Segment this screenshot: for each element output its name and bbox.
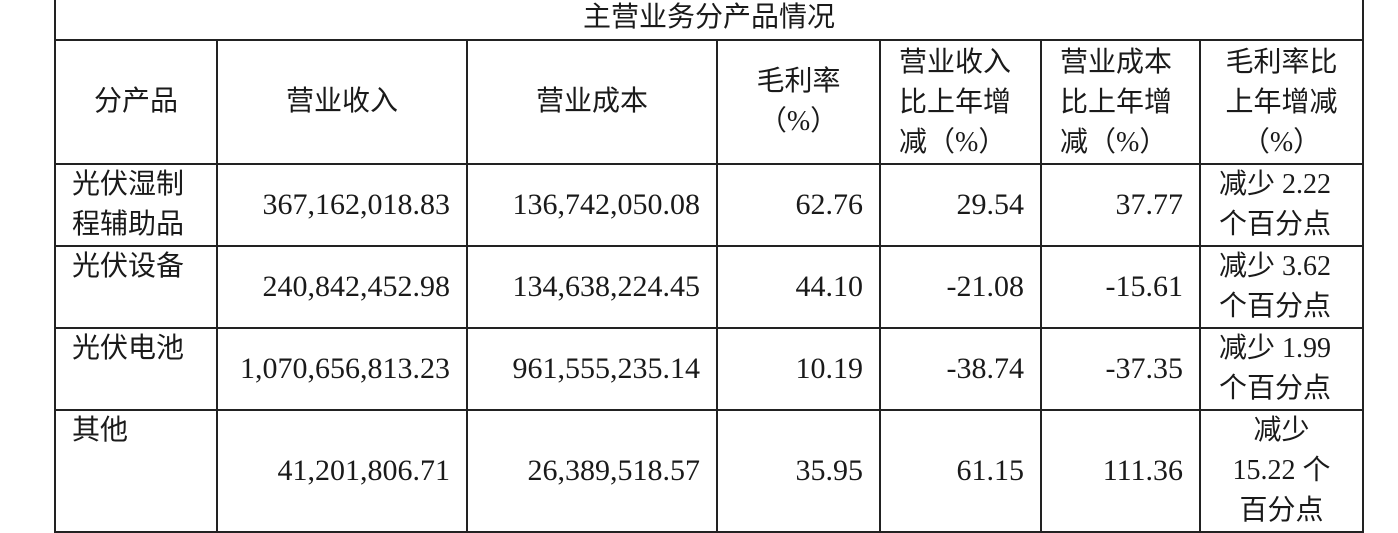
- product-name: 光伏电池: [54, 327, 218, 411]
- cost-cell: 136,742,050.08: [466, 163, 718, 247]
- header-cost: 营业成本: [466, 39, 718, 165]
- table-row: 光伏电池 1,070,656,813.23 961,555,235.14 10.…: [54, 327, 1365, 411]
- revenue-cell: 367,162,018.83: [216, 163, 468, 247]
- table-row: 其他 41,201,806.71 26,389,518.57 35.95 61.…: [54, 409, 1365, 533]
- margin-cell: 35.95: [716, 409, 881, 533]
- product-revenue-table: 主营业务分产品情况 分产品 营业收入 营业成本 毛利率（%） 营业收入比上年增减…: [53, 0, 1365, 533]
- revenue-change-cell: -21.08: [879, 245, 1042, 329]
- product-name: 其他: [54, 409, 218, 533]
- header-product: 分产品: [54, 39, 218, 165]
- cost-change-cell: 111.36: [1040, 409, 1201, 533]
- product-name: 光伏湿制程辅助品: [54, 163, 218, 247]
- margin-change-cell: 减少 3.62 个百分点: [1198, 245, 1365, 329]
- header-margin: 毛利率（%）: [716, 39, 881, 165]
- product-name: 光伏设备: [54, 245, 218, 329]
- cost-cell: 961,555,235.14: [466, 327, 718, 411]
- header-cost-change: 营业成本比上年增减（%）: [1040, 39, 1201, 165]
- cost-change-cell: 37.77: [1040, 163, 1201, 247]
- revenue-change-cell: 29.54: [879, 163, 1042, 247]
- margin-cell: 62.76: [716, 163, 881, 247]
- header-revenue: 营业收入: [216, 39, 468, 165]
- revenue-cell: 41,201,806.71: [216, 409, 468, 533]
- revenue-cell: 240,842,452.98: [216, 245, 468, 329]
- cost-cell: 26,389,518.57: [466, 409, 718, 533]
- margin-change-cell: 减少 1.99 个百分点: [1198, 327, 1365, 411]
- cost-change-cell: -15.61: [1040, 245, 1201, 329]
- revenue-change-cell: 61.15: [879, 409, 1042, 533]
- cost-change-cell: -37.35: [1040, 327, 1201, 411]
- revenue-cell: 1,070,656,813.23: [216, 327, 468, 411]
- table-title: 主营业务分产品情况: [53, 0, 1365, 41]
- margin-cell: 10.19: [716, 327, 881, 411]
- margin-change-cell: 减少 15.22 个百分点: [1198, 409, 1365, 533]
- margin-cell: 44.10: [716, 245, 881, 329]
- table-row: 光伏设备 240,842,452.98 134,638,224.45 44.10…: [54, 245, 1365, 329]
- header-margin-change: 毛利率比上年增减（%）: [1198, 39, 1365, 165]
- cost-cell: 134,638,224.45: [466, 245, 718, 329]
- revenue-change-cell: -38.74: [879, 327, 1042, 411]
- margin-change-cell: 减少 2.22 个百分点: [1198, 163, 1365, 247]
- header-row: 分产品 营业收入 营业成本 毛利率（%） 营业收入比上年增减（%） 营业成本比上…: [54, 39, 1365, 165]
- header-revenue-change: 营业收入比上年增减（%）: [879, 39, 1042, 165]
- table-row: 光伏湿制程辅助品 367,162,018.83 136,742,050.08 6…: [54, 163, 1365, 247]
